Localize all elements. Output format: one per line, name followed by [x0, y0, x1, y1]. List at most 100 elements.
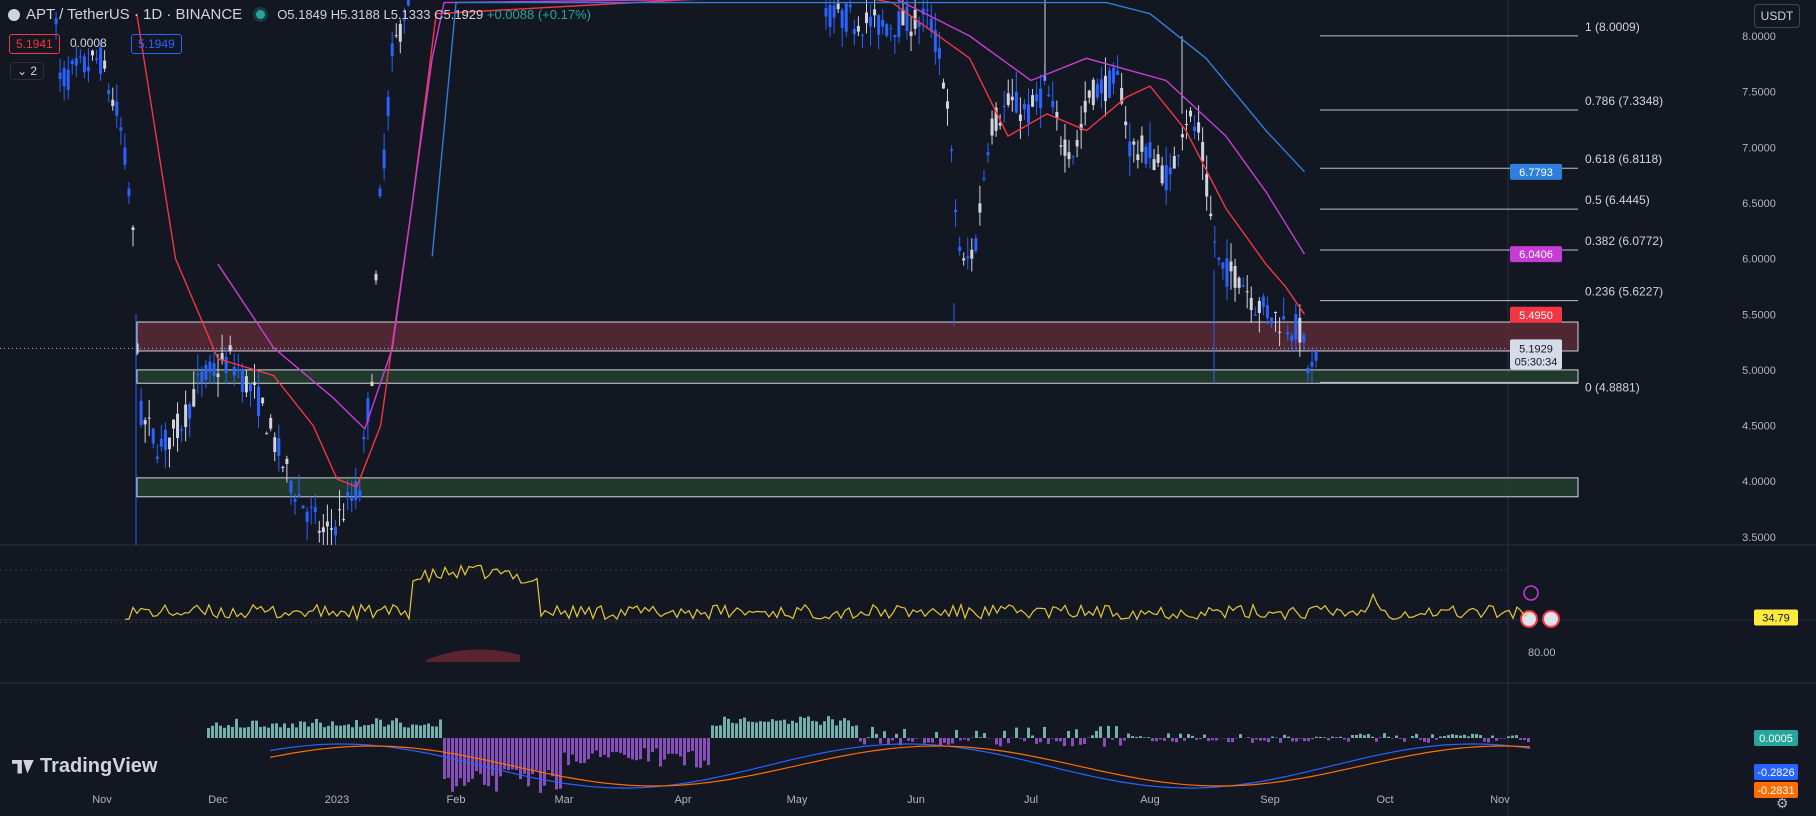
macd-histogram-bar: [807, 716, 810, 738]
macd-histogram-bar: [739, 718, 742, 738]
rsi-tick-label: 80.00: [1528, 647, 1556, 659]
macd-histogram-bar: [691, 738, 694, 751]
macd-histogram-bar: [551, 738, 554, 777]
macd-histogram-bar: [1383, 733, 1386, 738]
candle-body: [111, 99, 115, 107]
candle-body: [889, 28, 893, 30]
macd-histogram-bar: [383, 726, 386, 738]
macd-histogram-bar: [1127, 733, 1130, 738]
macd-histogram-bar: [1123, 738, 1126, 741]
candle-body: [155, 456, 159, 459]
sell-button[interactable]: 5.1941: [9, 34, 60, 54]
candle-body: [950, 149, 954, 151]
macd-histogram-bar: [983, 733, 986, 738]
macd-histogram-bar: [599, 738, 602, 758]
macd-histogram-bar: [399, 722, 402, 738]
macd-histogram-bar: [871, 726, 874, 738]
candle-body: [905, 6, 909, 32]
macd-histogram-bar: [639, 738, 642, 760]
candle-body: [1233, 265, 1237, 288]
candle-body: [1278, 331, 1282, 333]
candle-body: [135, 343, 139, 354]
macd-histogram-bar: [535, 738, 538, 771]
macd-histogram-bar: [795, 722, 798, 738]
buy-button[interactable]: 5.1949: [131, 34, 182, 54]
currency-selector[interactable]: USDT: [1754, 4, 1800, 28]
macd-histogram-bar: [771, 719, 774, 738]
ohlc-values: O5.1849 H5.3188 L5.1333 C5.1929 +0.0088 …: [277, 7, 591, 22]
macd-histogram-bar: [1163, 738, 1166, 741]
event-flash-icon: [1523, 585, 1539, 601]
macd-histogram-bar: [867, 737, 870, 738]
candle-body: [1184, 123, 1188, 125]
macd-histogram-bar: [559, 738, 562, 789]
macd-histogram-bar: [651, 738, 654, 753]
candle-body: [382, 149, 386, 169]
macd-histogram-bar: [507, 738, 510, 771]
rsi-value-label: 34.79: [1762, 612, 1790, 624]
candle-body: [1018, 114, 1022, 121]
candle-body: [1140, 135, 1144, 152]
macd-histogram-bar: [315, 718, 318, 738]
macd-histogram-bar: [1183, 738, 1186, 741]
macd-histogram-bar: [1027, 727, 1030, 738]
indicators-toggle[interactable]: ⌄ 2: [10, 62, 45, 80]
macd-histogram-bar: [843, 718, 846, 738]
tradingview-logo[interactable]: TradingView: [12, 755, 157, 778]
macd-histogram-bar: [259, 727, 262, 738]
candle-body: [224, 357, 228, 373]
macd-histogram-bar: [1315, 736, 1318, 738]
macd-histogram-bar: [1083, 738, 1086, 744]
macd-histogram-bar: [1423, 738, 1426, 742]
price-tick-label: 4.0000: [1742, 476, 1776, 488]
macd-histogram-bar: [1459, 735, 1462, 738]
macd-histogram-bar: [663, 738, 666, 760]
settings-icon[interactable]: ⚙: [1776, 795, 1789, 811]
macd-histogram-bar: [899, 738, 902, 746]
candle-body: [370, 381, 374, 386]
candle-body: [281, 466, 285, 468]
candle-body: [1168, 167, 1172, 175]
candle-body: [200, 371, 204, 383]
candle-body: [1071, 156, 1075, 158]
candle-body: [970, 249, 974, 259]
macd-histogram-bar: [235, 718, 238, 738]
macd-histogram-bar: [951, 738, 954, 744]
macd-histogram-bar: [1375, 738, 1378, 742]
macd-histogram-bar: [351, 727, 354, 738]
macd-histogram-bar: [631, 738, 634, 760]
macd-histogram-bar: [1359, 733, 1362, 738]
macd-histogram-bar: [211, 725, 214, 738]
candle-body: [309, 506, 313, 508]
candle-body: [228, 345, 232, 351]
macd-histogram-bar: [311, 722, 314, 738]
candle-body: [1237, 277, 1241, 288]
candle-body: [1294, 313, 1298, 340]
candle-body: [180, 429, 184, 431]
candle-body: [1051, 100, 1055, 108]
candle-body: [74, 58, 78, 66]
time-tick-label: Jun: [907, 794, 925, 806]
macd-histogram-bar: [1159, 738, 1162, 740]
candle-body: [921, 8, 925, 15]
macd-histogram-bar: [907, 738, 910, 741]
macd-histogram-bar: [855, 725, 858, 738]
macd-histogram-bar: [767, 721, 770, 738]
candle-body: [289, 480, 293, 493]
symbol-title[interactable]: APT / TetherUS · 1D · BINANCE: [26, 6, 243, 23]
time-tick-label: Nov: [92, 794, 112, 806]
macd-histogram-bar: [699, 738, 702, 768]
macd-histogram-bar: [239, 727, 242, 738]
macd-histogram-bar: [431, 726, 434, 738]
price-tick-label: 8.0000: [1742, 31, 1776, 43]
macd-histogram-bar: [967, 738, 970, 741]
candle-body: [151, 428, 155, 444]
candle-body: [99, 47, 103, 75]
macd-histogram-bar: [1403, 738, 1406, 742]
macd-histogram-bar: [1439, 736, 1442, 738]
macd-histogram-bar: [1031, 735, 1034, 738]
macd-histogram-bar: [1391, 738, 1394, 739]
candle-body: [313, 507, 317, 513]
candle-body: [346, 492, 350, 496]
